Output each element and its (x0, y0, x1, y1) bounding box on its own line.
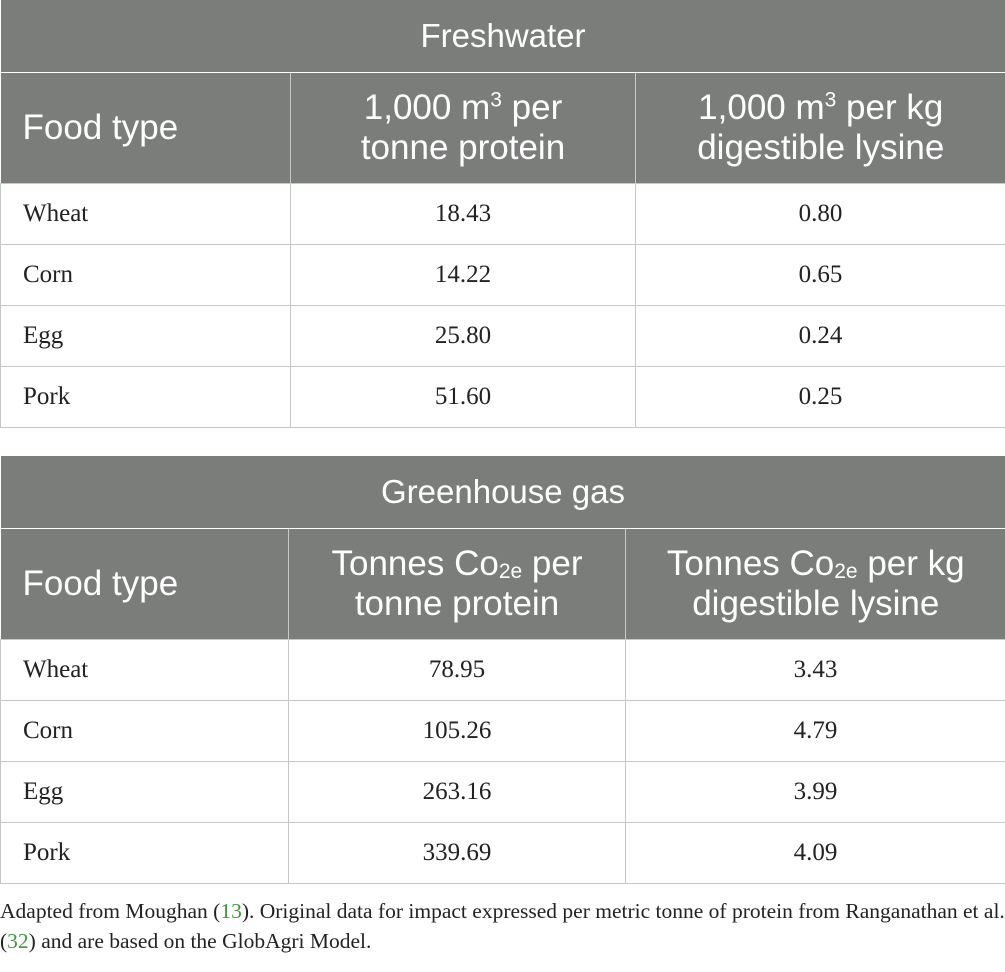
food-cell: Corn (0, 700, 289, 762)
header-text: per (501, 88, 563, 127)
superscript: 3 (824, 88, 837, 112)
value-cell: 0.65 (634, 244, 1005, 306)
header-text: tonne protein (360, 128, 566, 167)
value-cell: 4.79 (624, 700, 1005, 762)
value-cell: 0.24 (634, 305, 1005, 367)
value-cell: 78.95 (288, 639, 626, 701)
value-cell: 18.43 (290, 183, 636, 245)
subscript: 2e (498, 560, 523, 584)
header-text: Tonnes Co (331, 544, 499, 583)
greenhouse-header-per-tonne-protein: Tonnes Co2e per tonne protein (288, 528, 626, 640)
table-row: Egg 25.80 0.24 (0, 305, 1005, 367)
table-row: Pork 51.60 0.25 (0, 366, 1005, 428)
table-footnote: Adapted from Moughan (13). Original data… (0, 896, 1005, 956)
food-cell: Egg (0, 761, 289, 823)
value-cell: 339.69 (288, 822, 626, 884)
greenhouse-header-per-kg-lysine: Tonnes Co2e per kg digestible lysine (624, 528, 1005, 640)
freshwater-header-per-tonne-protein: 1,000 m3 per tonne protein (290, 72, 636, 184)
header-text: 1,000 m (698, 88, 825, 127)
header-text: digestible lysine (697, 128, 945, 167)
freshwater-header-row: Food type 1,000 m3 per tonne protein 1,0… (0, 72, 1005, 184)
greenhouse-header-food-type: Food type (0, 528, 289, 640)
header-text: per kg (836, 88, 944, 127)
food-cell: Pork (0, 366, 291, 428)
table-row: Wheat 78.95 3.43 (0, 639, 1005, 701)
table-row: Corn 105.26 4.79 (0, 700, 1005, 762)
food-cell: Wheat (0, 183, 291, 245)
greenhouse-table: Greenhouse gas Food type Tonnes Co2e per… (0, 456, 1005, 884)
freshwater-title-row: Freshwater (0, 0, 1005, 73)
value-cell: 51.60 (290, 366, 636, 428)
header-text: 1,000 m (363, 88, 491, 127)
table-row: Corn 14.22 0.65 (0, 244, 1005, 306)
freshwater-table: Freshwater Food type 1,000 m3 per tonne … (0, 0, 1005, 428)
value-cell: 263.16 (288, 761, 626, 823)
freshwater-title: Freshwater (0, 0, 1005, 73)
value-cell: 105.26 (288, 700, 626, 762)
value-cell: 0.80 (634, 183, 1005, 245)
footnote-text: Adapted from Moughan ( (0, 899, 221, 923)
header-text: digestible lysine (692, 584, 940, 623)
header-text: tonne protein (354, 584, 560, 623)
table-row: Egg 263.16 3.99 (0, 761, 1005, 823)
subscript: 2e (834, 560, 858, 584)
greenhouse-title: Greenhouse gas (0, 456, 1005, 529)
food-cell: Egg (0, 305, 291, 367)
value-cell: 14.22 (290, 244, 636, 306)
freshwater-header-per-kg-lysine: 1,000 m3 per kg digestible lysine (634, 72, 1005, 184)
footnote-text: ). Original data for impact expressed pe… (0, 899, 1005, 953)
header-text: per kg (857, 544, 965, 583)
reference-link-32[interactable]: 32 (7, 929, 29, 953)
header-text: Tonnes Co (666, 544, 835, 583)
greenhouse-title-row: Greenhouse gas (0, 456, 1005, 529)
reference-link-13[interactable]: 13 (220, 899, 242, 923)
food-cell: Corn (0, 244, 291, 306)
freshwater-header-food-type: Food type (0, 72, 291, 184)
value-cell: 4.09 (624, 822, 1005, 884)
greenhouse-header-row: Food type Tonnes Co2e per tonne protein … (0, 528, 1005, 640)
value-cell: 0.25 (634, 366, 1005, 428)
food-cell: Wheat (0, 639, 289, 701)
value-cell: 3.99 (624, 761, 1005, 823)
table-row: Wheat 18.43 0.80 (0, 183, 1005, 245)
superscript: 3 (490, 88, 502, 112)
food-cell: Pork (0, 822, 289, 884)
value-cell: 25.80 (290, 305, 636, 367)
value-cell: 3.43 (624, 639, 1005, 701)
table-row: Pork 339.69 4.09 (0, 822, 1005, 884)
footnote-text: ) and are based on the GlobAgri Model. (28, 929, 372, 953)
header-text: per (522, 544, 583, 583)
